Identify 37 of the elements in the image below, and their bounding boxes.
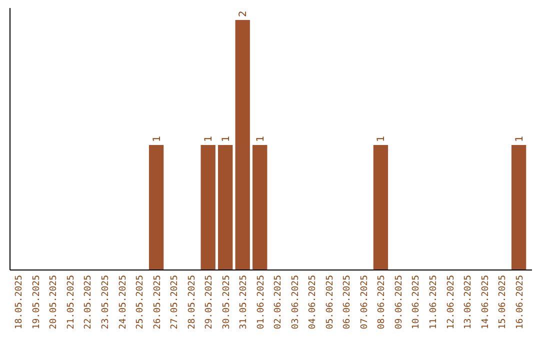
data-label: 1 bbox=[514, 136, 526, 142]
data-label: 1 bbox=[204, 136, 215, 142]
x-tick-label: 01.06.2025 bbox=[256, 275, 266, 330]
x-tick-label: 09.06.2025 bbox=[394, 275, 404, 330]
x-tick-label: 24.05.2025 bbox=[118, 275, 128, 330]
x-tick-label: 31.05.2025 bbox=[239, 275, 250, 330]
data-label: 1 bbox=[152, 136, 163, 142]
x-tick-label: 30.05.2025 bbox=[222, 275, 232, 330]
x-tick-label: 04.06.2025 bbox=[308, 275, 318, 330]
x-tick-label: 08.06.2025 bbox=[377, 275, 388, 330]
x-tick-label: 10.06.2025 bbox=[412, 275, 422, 330]
data-label: 1 bbox=[255, 136, 266, 142]
x-tick-label: 29.05.2025 bbox=[204, 275, 215, 330]
x-tick-label: 13.06.2025 bbox=[464, 275, 474, 330]
x-tick-label: 27.05.2025 bbox=[170, 275, 180, 330]
x-tick-label: 06.06.2025 bbox=[342, 275, 353, 330]
x-tick-label: 05.06.2025 bbox=[325, 275, 336, 330]
x-tick-label: 12.06.2025 bbox=[446, 275, 456, 330]
data-label: 1 bbox=[376, 136, 388, 142]
x-tick-label: 26.05.2025 bbox=[152, 275, 163, 330]
x-tick-label: 28.05.2025 bbox=[187, 275, 198, 330]
x-tick-label: 19.05.2025 bbox=[32, 275, 42, 330]
x-tick-label: 21.05.2025 bbox=[66, 275, 76, 330]
x-tick-label: 02.06.2025 bbox=[274, 275, 284, 330]
x-tick-label: 18.05.2025 bbox=[14, 275, 25, 330]
data-label: 2 bbox=[238, 10, 250, 17]
x-tick-label: 03.06.2025 bbox=[290, 275, 301, 330]
data-label: 1 bbox=[220, 136, 232, 142]
x-tick-label: 07.06.2025 bbox=[360, 275, 370, 330]
x-tick-label: 22.05.2025 bbox=[84, 275, 94, 330]
x-tick-label: 11.06.2025 bbox=[428, 275, 439, 330]
x-tick-label: 14.06.2025 bbox=[480, 275, 491, 330]
x-tick-label: 15.06.2025 bbox=[498, 275, 508, 330]
x-tick-label: 25.05.2025 bbox=[136, 275, 146, 330]
x-tick-label: 20.05.2025 bbox=[49, 275, 60, 330]
x-tick-label: 23.05.2025 bbox=[101, 275, 112, 330]
x-tick-label: 16.06.2025 bbox=[515, 275, 526, 330]
